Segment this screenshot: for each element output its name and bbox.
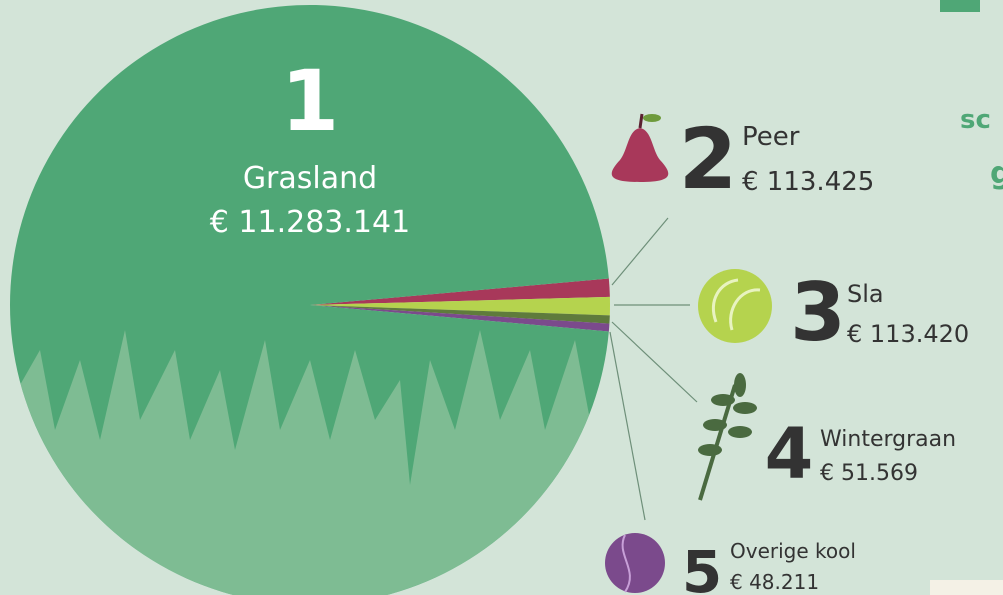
- category-label: Wintergraan: [820, 427, 956, 452]
- rank: 2: [679, 110, 737, 208]
- leader-lines: [610, 218, 697, 520]
- value-label: € 11.283.141: [210, 205, 410, 240]
- category-label: Grasland: [243, 161, 377, 196]
- rank: 1: [281, 52, 339, 150]
- side-text-fragment: g: [990, 156, 1003, 191]
- value-label: € 113.425: [742, 167, 874, 197]
- chart: sc g 1 Grasland € 11.283.141 2Peer € 113.425 3…: [0, 0, 1003, 595]
- category-label: Sla: [847, 280, 884, 308]
- category-label: Peer: [742, 122, 800, 152]
- value-label: € 48.211: [730, 570, 819, 594]
- decoration: [940, 0, 980, 12]
- category-label: Overige kool: [730, 539, 856, 563]
- value-label: € 113.420: [847, 320, 969, 348]
- side-text-fragment: sc: [960, 105, 991, 135]
- rank: 4: [765, 413, 814, 495]
- value-label: € 51.569: [820, 461, 918, 486]
- rank: 5: [682, 538, 722, 595]
- decoration: [930, 580, 1003, 595]
- rank: 3: [790, 266, 846, 359]
- page: {"chart_data": {"type": "pie", "categori…: [0, 0, 1003, 595]
- slice-label: 5 Overige kool € 48.211: [682, 538, 856, 595]
- side-text: sc g: [960, 105, 1003, 191]
